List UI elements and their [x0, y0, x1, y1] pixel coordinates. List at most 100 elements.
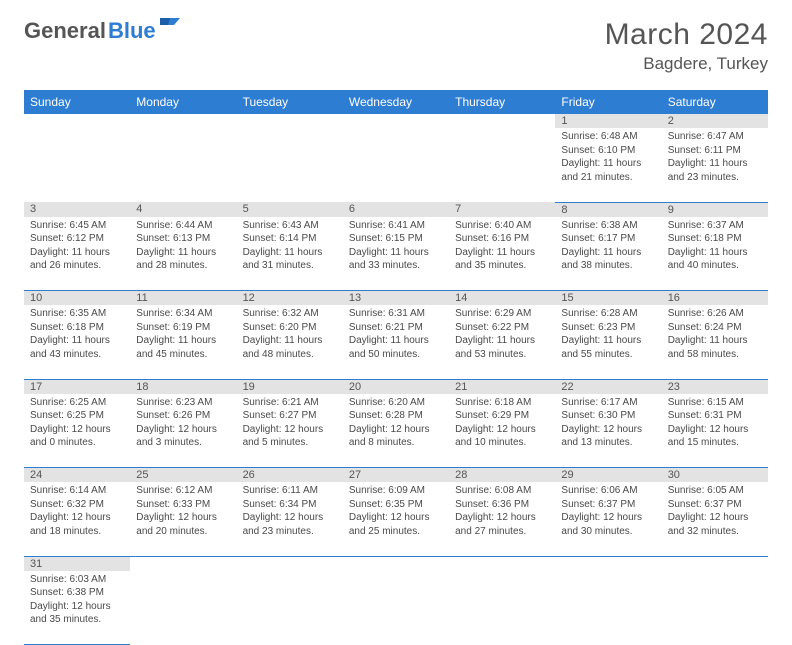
- daylight-text: Daylight: 11 hours and 53 minutes.: [455, 334, 549, 361]
- sunrise-text: Sunrise: 6:14 AM: [30, 484, 124, 498]
- day-cell: Sunrise: 6:32 AMSunset: 6:20 PMDaylight:…: [237, 305, 343, 379]
- day-content-row: Sunrise: 6:14 AMSunset: 6:32 PM Daylight:…: [24, 482, 768, 556]
- day-cell-content: Sunrise: 6:11 AMSunset: 6:34 PMDaylight:…: [237, 482, 343, 542]
- day-number-cell: [130, 556, 236, 571]
- day-cell: [24, 128, 130, 202]
- daylight-text: Daylight: 12 hours and 3 minutes.: [136, 423, 230, 450]
- weekday-header: Saturday: [662, 90, 768, 114]
- sunrise-text: Sunrise: 6:37 AM: [668, 219, 762, 233]
- day-cell-content: Sunrise: 6:18 AMSunset: 6:29 PMDaylight:…: [449, 394, 555, 454]
- day-number-cell: 18: [130, 379, 236, 394]
- day-cell: [237, 128, 343, 202]
- sunset-text: Sunset: 6:27 PM: [243, 409, 337, 423]
- sunset-text: Sunset: 6:18 PM: [668, 232, 762, 246]
- sunset-text: Sunset: 6:38 PM: [30, 586, 124, 600]
- day-cell: Sunrise: 6:17 AMSunset: 6:30 PMDaylight:…: [555, 394, 661, 468]
- sunset-text: Sunset: 6:37 PM: [561, 498, 655, 512]
- calendar-table: Sunday Monday Tuesday Wednesday Thursday…: [24, 90, 768, 645]
- daylight-text: Daylight: 11 hours and 35 minutes.: [455, 246, 549, 273]
- daylight-text: Daylight: 11 hours and 55 minutes.: [561, 334, 655, 361]
- day-content-row: Sunrise: 6:25 AMSunset: 6:25 PMDaylight:…: [24, 394, 768, 468]
- sunrise-text: Sunrise: 6:41 AM: [349, 219, 443, 233]
- day-cell: Sunrise: 6:38 AMSunset: 6:17 PMDaylight:…: [555, 217, 661, 291]
- sunrise-text: Sunrise: 6:28 AM: [561, 307, 655, 321]
- daylight-text: Daylight: 11 hours and 50 minutes.: [349, 334, 443, 361]
- day-cell: Sunrise: 6:21 AMSunset: 6:27 PMDaylight:…: [237, 394, 343, 468]
- sunset-text: Sunset: 6:21 PM: [349, 321, 443, 335]
- weekday-header: Monday: [130, 90, 236, 114]
- day-number-cell: 25: [130, 468, 236, 483]
- day-cell: [130, 128, 236, 202]
- day-number-cell: [449, 114, 555, 128]
- daynum-row: 12: [24, 114, 768, 128]
- sunset-text: Sunset: 6:17 PM: [561, 232, 655, 246]
- day-number-cell: 15: [555, 291, 661, 306]
- flag-icon: [160, 16, 182, 39]
- sunrise-text: Sunrise: 6:11 AM: [243, 484, 337, 498]
- daylight-text: Daylight: 11 hours and 26 minutes.: [30, 246, 124, 273]
- day-number-cell: [24, 114, 130, 128]
- day-cell-content: Sunrise: 6:20 AMSunset: 6:28 PMDaylight:…: [343, 394, 449, 454]
- day-cell: Sunrise: 6:47 AMSunset: 6:11 PMDaylight:…: [662, 128, 768, 202]
- day-number-cell: 1: [555, 114, 661, 128]
- day-number-cell: [449, 556, 555, 571]
- daylight-text: Daylight: 12 hours and 5 minutes.: [243, 423, 337, 450]
- day-number-cell: 7: [449, 202, 555, 217]
- day-number-cell: 20: [343, 379, 449, 394]
- daylight-text: Daylight: 11 hours and 40 minutes.: [668, 246, 762, 273]
- day-cell: Sunrise: 6:45 AMSunset: 6:12 PMDaylight:…: [24, 217, 130, 291]
- day-number-cell: 31: [24, 556, 130, 571]
- day-content-row: Sunrise: 6:45 AMSunset: 6:12 PMDaylight:…: [24, 217, 768, 291]
- day-cell: Sunrise: 6:15 AMSunset: 6:31 PMDaylight:…: [662, 394, 768, 468]
- daylight-text: Daylight: 12 hours and 13 minutes.: [561, 423, 655, 450]
- day-cell: Sunrise: 6:25 AMSunset: 6:25 PMDaylight:…: [24, 394, 130, 468]
- sunrise-text: Sunrise: 6:44 AM: [136, 219, 230, 233]
- sunrise-text: Sunrise: 6:03 AM: [30, 573, 124, 587]
- day-cell: Sunrise: 6:05 AMSunset: 6:37 PMDaylight:…: [662, 482, 768, 556]
- daynum-row: 3456789: [24, 202, 768, 217]
- sunset-text: Sunset: 6:35 PM: [349, 498, 443, 512]
- day-number-cell: 17: [24, 379, 130, 394]
- sunset-text: Sunset: 6:31 PM: [668, 409, 762, 423]
- day-number-cell: 27: [343, 468, 449, 483]
- day-cell: [449, 128, 555, 202]
- day-number-cell: [237, 114, 343, 128]
- daylight-text: Daylight: 11 hours and 23 minutes.: [668, 157, 762, 184]
- sunrise-text: Sunrise: 6:25 AM: [30, 396, 124, 410]
- sunset-text: Sunset: 6:37 PM: [668, 498, 762, 512]
- daylight-text: Daylight: 12 hours and 15 minutes.: [668, 423, 762, 450]
- sunset-text: Sunset: 6:36 PM: [455, 498, 549, 512]
- sunset-text: Sunset: 6:19 PM: [136, 321, 230, 335]
- daylight-text: Daylight: 11 hours and 21 minutes.: [561, 157, 655, 184]
- weekday-header: Tuesday: [237, 90, 343, 114]
- day-number-cell: 9: [662, 202, 768, 217]
- day-cell-content: Sunrise: 6:29 AMSunset: 6:22 PMDaylight:…: [449, 305, 555, 365]
- weekday-header: Sunday: [24, 90, 130, 114]
- daylight-text: Daylight: 12 hours and 8 minutes.: [349, 423, 443, 450]
- daylight-text: Daylight: 11 hours and 33 minutes.: [349, 246, 443, 273]
- sunset-text: Sunset: 6:11 PM: [668, 144, 762, 158]
- sunrise-text: Sunrise: 6:06 AM: [561, 484, 655, 498]
- sunset-text: Sunset: 6:32 PM: [30, 498, 124, 512]
- day-cell-content: Sunrise: 6:41 AMSunset: 6:15 PMDaylight:…: [343, 217, 449, 277]
- day-cell: Sunrise: 6:26 AMSunset: 6:24 PMDaylight:…: [662, 305, 768, 379]
- weekday-header: Friday: [555, 90, 661, 114]
- daynum-row: 17181920212223: [24, 379, 768, 394]
- daylight-text: Daylight: 11 hours and 45 minutes.: [136, 334, 230, 361]
- sunset-text: Sunset: 6:26 PM: [136, 409, 230, 423]
- day-cell: [555, 571, 661, 645]
- day-number-cell: 13: [343, 291, 449, 306]
- day-cell-content: Sunrise: 6:26 AMSunset: 6:24 PMDaylight:…: [662, 305, 768, 365]
- day-cell: Sunrise: 6:29 AMSunset: 6:22 PMDaylight:…: [449, 305, 555, 379]
- day-cell: Sunrise: 6:40 AMSunset: 6:16 PMDaylight:…: [449, 217, 555, 291]
- daylight-text: Daylight: 12 hours and 23 minutes.: [243, 511, 337, 538]
- day-number-cell: 12: [237, 291, 343, 306]
- daynum-row: 24252627282930: [24, 468, 768, 483]
- sunset-text: Sunset: 6:28 PM: [349, 409, 443, 423]
- day-cell-content: Sunrise: 6:03 AMSunset: 6:38 PMDaylight:…: [24, 571, 130, 631]
- day-number-cell: 14: [449, 291, 555, 306]
- page-title: March 2024: [605, 18, 768, 52]
- day-cell: Sunrise: 6:43 AMSunset: 6:14 PMDaylight:…: [237, 217, 343, 291]
- day-cell: Sunrise: 6:44 AMSunset: 6:13 PMDaylight:…: [130, 217, 236, 291]
- sunrise-text: Sunrise: 6:08 AM: [455, 484, 549, 498]
